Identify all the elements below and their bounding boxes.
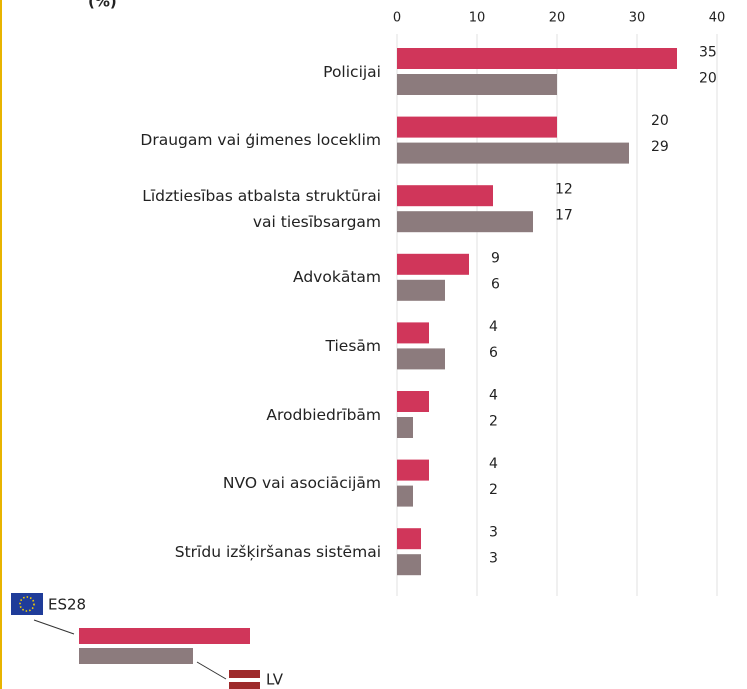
value-label: 4 [489, 456, 498, 472]
legend-leader [33, 619, 75, 635]
bar [397, 279, 445, 301]
category-label: Advokātam [293, 268, 381, 287]
value-label: 35 [699, 45, 717, 61]
bar [397, 185, 493, 207]
value-label: 6 [489, 345, 498, 361]
value-label: 29 [651, 139, 669, 155]
legend-swatch [79, 648, 193, 664]
value-label: 2 [489, 482, 498, 498]
value-label: 20 [651, 113, 669, 129]
bar [397, 417, 413, 438]
category-label: NVO vai asociācijām [222, 474, 381, 493]
bar [397, 142, 629, 164]
value-label: 3 [489, 551, 498, 567]
bar [397, 211, 533, 233]
x-tick-label: 30 [629, 11, 646, 26]
category-label: Arodbiedrībām [266, 405, 381, 424]
x-tick-label: 40 [709, 11, 726, 26]
bar [397, 528, 421, 550]
bar [397, 116, 557, 138]
x-tick-label: 20 [549, 11, 566, 26]
value-label: 3 [489, 525, 498, 541]
legend-label: ES28 [48, 596, 86, 614]
value-label: 20 [699, 71, 717, 87]
bar [397, 485, 413, 507]
bar [397, 74, 557, 95]
bar [397, 391, 429, 412]
value-label: 17 [555, 208, 573, 224]
category-label: Strīdu izšķiršanas sistēmai [174, 542, 381, 561]
lv-flag-stripe [229, 678, 260, 682]
value-label: 4 [489, 319, 498, 335]
value-label: 12 [555, 182, 573, 198]
category-label: Policijai [323, 62, 381, 81]
legend-label: LV [266, 671, 284, 689]
eu-flag [11, 593, 43, 615]
value-label: 2 [489, 414, 498, 430]
x-tick-label: 0 [393, 11, 401, 26]
category-label: Tiesām [325, 336, 381, 355]
legend-leader [196, 661, 227, 680]
bar [397, 459, 429, 481]
bar [397, 322, 429, 344]
legend-art [11, 593, 260, 689]
left-border [0, 0, 2, 689]
value-label: 4 [489, 388, 498, 404]
legend-swatch [79, 628, 250, 644]
bar [397, 253, 469, 275]
category-label: Draugam vai ģimenes loceklim [140, 131, 381, 150]
x-tick-label: 10 [469, 11, 486, 26]
eu-stars [19, 596, 35, 612]
bar [397, 48, 677, 69]
chart-title: (%) [88, 0, 117, 11]
value-label: 9 [491, 250, 500, 266]
value-label: 6 [491, 276, 500, 292]
category-label: Līdztiesības atbalsta struktūrai vai tie… [142, 186, 381, 231]
bar [397, 554, 421, 576]
bar [397, 348, 445, 370]
